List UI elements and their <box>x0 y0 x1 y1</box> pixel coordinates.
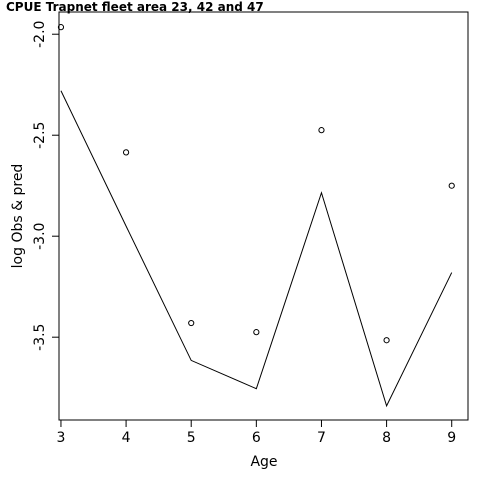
plot-marks <box>57 24 455 408</box>
observed-point <box>383 337 390 344</box>
x-tick-label: 9 <box>447 430 456 446</box>
predicted-line <box>60 90 453 408</box>
y-tick-label: -2.5 <box>32 122 48 149</box>
x-tick-label: 8 <box>382 430 391 446</box>
x-axis-label: Age <box>250 454 277 470</box>
observed-point <box>318 127 325 134</box>
observed-point <box>448 182 455 189</box>
observed-point <box>188 319 195 327</box>
y-tick-label: -2.0 <box>32 21 48 48</box>
x-tick-label: 5 <box>187 430 196 446</box>
x-tick-label: 6 <box>252 430 261 446</box>
x-tick-label: 3 <box>56 430 65 446</box>
observed-point <box>122 149 130 156</box>
y-tick-label: -3.5 <box>32 324 48 351</box>
observed-point <box>253 329 260 336</box>
x-tick-label: 4 <box>122 430 131 446</box>
observed-point <box>57 24 65 31</box>
x-tick-label: 7 <box>317 430 326 446</box>
chart-title: CPUE Trapnet fleet area 23, 42 and 47 <box>6 0 264 14</box>
y-axis-label: log Obs & pred <box>10 164 26 269</box>
plot-frame <box>58 11 469 421</box>
y-axis: -2.0 -2.5 -3.0 -3.5 <box>32 21 60 351</box>
x-axis: 3 4 5 6 7 8 9 <box>56 419 456 446</box>
y-tick-label: -3.0 <box>32 223 48 250</box>
